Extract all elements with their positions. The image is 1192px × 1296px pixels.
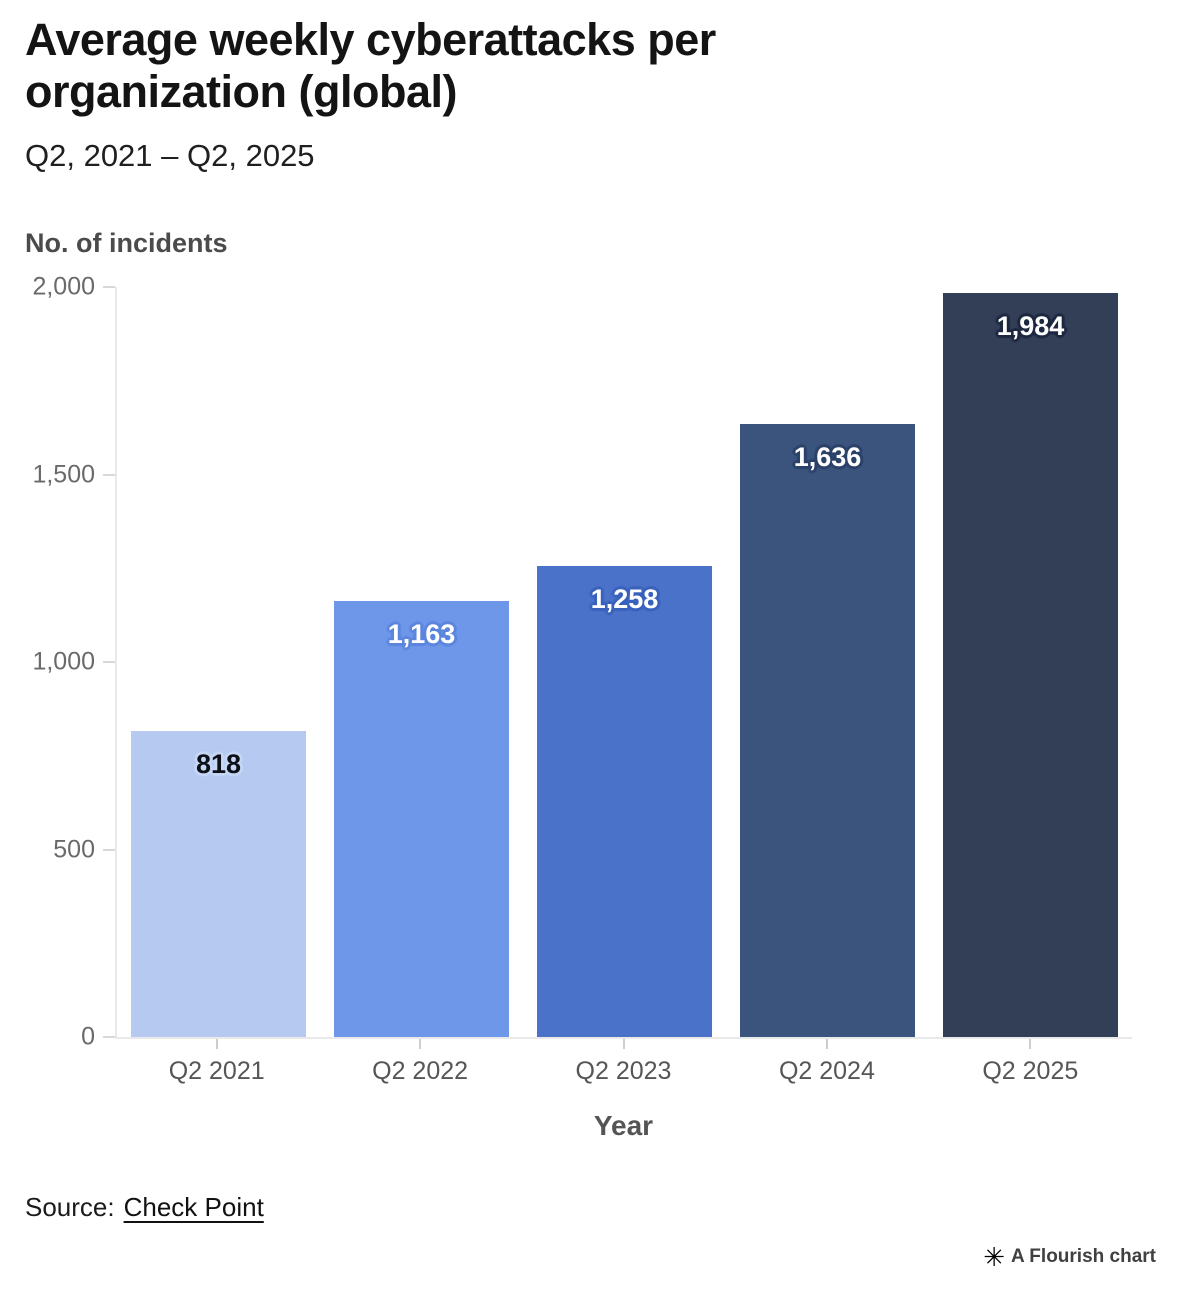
x-axis-cell: Q2 2022 [318, 1039, 521, 1086]
source-link[interactable]: Check Point [123, 1192, 264, 1223]
bar-q2-2025[interactable]: 1,984 [943, 293, 1118, 1038]
chart-area: 818 1,163 1,258 1,636 1,984 0 500 1,000 1,500 2,… [32, 273, 1132, 1142]
x-axis-cell: Q2 2025 [929, 1039, 1132, 1086]
x-tick-mark [419, 1039, 422, 1050]
bar-value-label: 1,636 [793, 441, 862, 472]
x-tick-label: Q2 2023 [575, 1057, 672, 1086]
bar-band: 1,984 [929, 287, 1132, 1038]
page-title: Average weekly cyberattacks per organiza… [25, 14, 716, 118]
plot-area: 818 1,163 1,258 1,636 1,984 0 500 1,000 1,500 2,… [32, 273, 1132, 1051]
bar-q2-2022[interactable]: 1,163 [334, 601, 509, 1038]
bar-q2-2023[interactable]: 1,258 [537, 565, 712, 1038]
y-tick-label: 500 [53, 835, 95, 864]
y-tick-mark [103, 286, 115, 289]
page-subtitle: Q2, 2021 – Q2, 2025 [25, 138, 315, 174]
bar-band: 818 [117, 287, 320, 1038]
y-tick-label: 1,500 [32, 460, 95, 489]
x-tick-mark [825, 1039, 828, 1050]
x-axis-cell: Q2 2024 [725, 1039, 928, 1086]
y-axis-title: No. of incidents [25, 228, 228, 259]
x-tick-label: Q2 2021 [168, 1057, 265, 1086]
y-tick-mark [103, 473, 115, 476]
flourish-asterisk-icon: ✳ [983, 1242, 1006, 1272]
x-axis-cell: Q2 2023 [522, 1039, 725, 1086]
bar-q2-2024[interactable]: 1,636 [740, 423, 915, 1038]
bar-band: 1,258 [523, 287, 726, 1038]
y-tick-mark [103, 1036, 115, 1039]
x-tick-mark [215, 1039, 218, 1050]
x-axis-title: Year [593, 1110, 654, 1142]
bar-value-label: 818 [195, 748, 242, 779]
x-tick-label: Q2 2025 [982, 1057, 1079, 1086]
bar-q2-2021[interactable]: 818 [131, 730, 306, 1038]
bar-value-label: 1,984 [996, 311, 1065, 342]
y-tick-label: 2,000 [32, 272, 95, 301]
y-tick-label: 0 [81, 1022, 95, 1051]
y-tick-mark [103, 661, 115, 664]
x-axis-cell: Q2 2021 [115, 1039, 318, 1086]
bar-band: 1,163 [320, 287, 523, 1038]
x-axis-labels: Q2 2021 Q2 2022 Q2 2023 Q2 2024 Q2 2025 [115, 1039, 1132, 1086]
x-tick-label: Q2 2022 [372, 1057, 469, 1086]
y-tick-label: 1,000 [32, 647, 95, 676]
x-tick-mark [1029, 1039, 1032, 1050]
bar-band: 1,636 [726, 287, 929, 1038]
bar-value-label: 1,258 [590, 583, 659, 614]
bar-value-label: 1,163 [387, 619, 456, 650]
flourish-credit[interactable]: ✳ A Flourish chart [983, 1244, 1156, 1270]
source-label: Source: [25, 1192, 115, 1223]
x-tick-mark [622, 1039, 625, 1050]
y-tick-mark [103, 848, 115, 851]
bars-container: 818 1,163 1,258 1,636 1,984 [117, 287, 1132, 1038]
source-line: Source: Check Point [25, 1192, 1162, 1223]
flourish-credit-label: A Flourish chart [1011, 1246, 1156, 1267]
x-tick-label: Q2 2024 [778, 1057, 875, 1086]
